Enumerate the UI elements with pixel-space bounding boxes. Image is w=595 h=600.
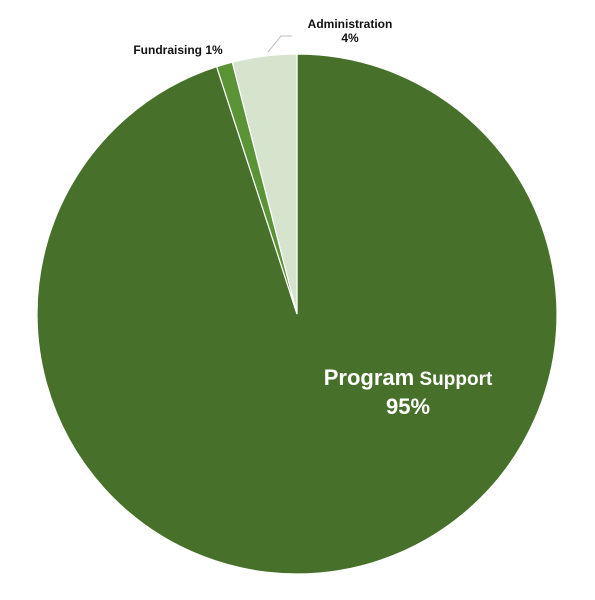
leader-line-administration bbox=[267, 35, 292, 53]
slice-label-program-support-part: 95% bbox=[386, 394, 430, 419]
slice-label-fundraising-part: Fundraising 1% bbox=[133, 43, 223, 57]
slice-label-administration: Administration 4% bbox=[308, 17, 393, 45]
slice-label-program-support-part: Support bbox=[414, 369, 493, 390]
pie-slice-administration bbox=[231, 53, 298, 315]
pie-slices bbox=[36, 53, 558, 575]
slice-label-administration-part: 4% bbox=[341, 31, 359, 45]
slice-label-program-support: Program Support 95% bbox=[324, 365, 493, 419]
slice-label-program-support-part: Program bbox=[324, 365, 414, 390]
slice-label-fundraising: Fundraising 1% bbox=[133, 43, 223, 57]
leader-lines bbox=[267, 35, 292, 53]
slice-labels: Program Support 95% Fundraising 1% Administ… bbox=[133, 17, 493, 419]
slice-label-administration-part: Administration bbox=[308, 17, 393, 31]
